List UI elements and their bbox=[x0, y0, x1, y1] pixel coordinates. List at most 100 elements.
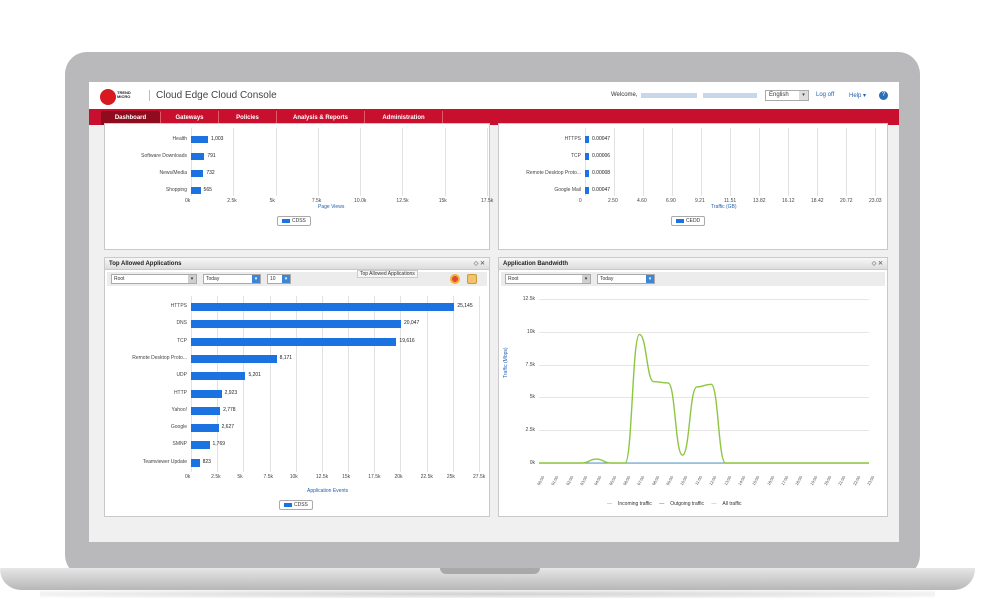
period-select[interactable]: Today ▾ bbox=[597, 274, 655, 284]
bar-value-label: 1,769 bbox=[212, 441, 226, 448]
gridline bbox=[875, 128, 876, 196]
legend-incoming[interactable]: Incoming traffic bbox=[618, 501, 652, 507]
x-tick-label: 17.5k bbox=[481, 198, 494, 204]
x-tick-label: 0 bbox=[579, 198, 582, 204]
gridline bbox=[317, 128, 319, 196]
legend-all-swatch: — bbox=[711, 501, 717, 507]
category-label: HTTPS bbox=[170, 303, 187, 309]
gridline bbox=[730, 128, 731, 196]
x-tick-label: 20.72 bbox=[840, 198, 853, 204]
panel-toolbar: Root ▾ Today ▾ 10 ▾ Top Allowed Application… bbox=[107, 270, 487, 286]
chart-legend[interactable]: CDSS bbox=[277, 216, 311, 226]
bar bbox=[191, 372, 246, 381]
x-tick-label: 0k bbox=[185, 474, 191, 480]
bar-chart-icon[interactable] bbox=[467, 274, 477, 284]
gridline bbox=[217, 296, 219, 472]
panel-toolbar: Root ▾ Today ▾ bbox=[501, 272, 885, 286]
laptop-notch bbox=[440, 568, 540, 574]
gridline bbox=[426, 296, 428, 472]
gridline bbox=[539, 430, 869, 432]
category-label: SMNP bbox=[172, 441, 187, 448]
panel-controls[interactable]: ◇ ✕ bbox=[473, 261, 485, 267]
help-menu[interactable]: Help ▾ bbox=[849, 93, 867, 99]
legend-label: CDSS bbox=[292, 218, 306, 224]
tab-dashboard[interactable]: Dashboard bbox=[101, 111, 161, 125]
language-value: English bbox=[769, 92, 789, 98]
tab-analysis-reports[interactable]: Analysis & Reports bbox=[277, 111, 365, 125]
count-select[interactable]: 10 ▾ bbox=[267, 274, 291, 284]
y-tick-label: 7.5k bbox=[525, 361, 535, 368]
bar-value-label: 0.00047 bbox=[592, 136, 611, 142]
chevron-down-icon: ▾ bbox=[188, 275, 196, 283]
chevron-down-icon: ▾ bbox=[646, 275, 654, 283]
y-tick-label: 2.5k bbox=[525, 427, 535, 434]
x-tick-label: 25k bbox=[446, 474, 455, 480]
screen: TREND MICRO Cloud Edge Cloud Console Wel… bbox=[89, 82, 899, 542]
tab-gateways[interactable]: Gateways bbox=[161, 111, 219, 125]
dashboard-content: Page Views CDSS 0k 2.5k 5k 7.5k 10.0k 12.5k 15… bbox=[89, 123, 899, 542]
top-categories-panel: Page Views CDSS 0k 2.5k 5k 7.5k 10.0k 12.5k 15… bbox=[104, 123, 494, 250]
gridline bbox=[400, 296, 402, 472]
gridline bbox=[348, 296, 350, 472]
x-tick-label: 11.51 bbox=[724, 198, 737, 204]
category-label: TCP bbox=[177, 337, 187, 344]
gridline bbox=[539, 331, 869, 333]
bar-value-label: 565 bbox=[203, 187, 212, 193]
x-tick-label: 4.60 bbox=[637, 198, 647, 204]
x-tick-label: 16.12 bbox=[782, 198, 795, 204]
help-icon[interactable]: ? bbox=[879, 91, 888, 100]
period-select[interactable]: Today ▾ bbox=[203, 274, 261, 284]
gridline bbox=[672, 128, 673, 196]
bar-value-label: 2,923 bbox=[224, 389, 238, 396]
x-tick-label: 2.5k bbox=[211, 474, 221, 480]
top-allowed-applications-panel: Top Allowed Applications ◇ ✕ Root ▾ Today… bbox=[104, 257, 490, 517]
legend-outgoing[interactable]: Outgoing traffic bbox=[670, 501, 705, 507]
legend-swatch bbox=[282, 218, 290, 223]
bar-value-label: 732 bbox=[206, 170, 215, 176]
chart-legend[interactable]: CDSS bbox=[279, 500, 313, 510]
x-tick-label: 10.0k bbox=[354, 198, 367, 204]
panel-controls[interactable]: ◇ ✕ bbox=[871, 261, 883, 267]
gridline bbox=[452, 296, 454, 472]
x-tick-label: 0k bbox=[185, 198, 191, 204]
laptop-shadow bbox=[40, 590, 935, 598]
category-label: Software Downloads bbox=[141, 153, 187, 159]
count-value: 10 bbox=[270, 276, 276, 282]
x-tick-label: 7.5k bbox=[311, 198, 322, 204]
legend-all[interactable]: All traffic bbox=[722, 501, 742, 507]
legend-swatch bbox=[676, 218, 684, 223]
legend-incoming-swatch: — bbox=[607, 501, 612, 507]
bar bbox=[191, 153, 205, 160]
y-tick-label: 5k bbox=[529, 394, 535, 401]
category-label: Shopping bbox=[165, 187, 187, 193]
x-tick-label: 13.82 bbox=[753, 198, 766, 204]
gridline bbox=[614, 128, 615, 196]
top-traffic-panel: Traffic (GB) CEDD 0 2.50 4.60 6.90 9.21 11.51… bbox=[498, 123, 888, 250]
bar bbox=[191, 441, 210, 450]
language-select[interactable]: English ▾ bbox=[765, 90, 809, 101]
gridline bbox=[191, 128, 192, 196]
filter-select[interactable]: Root ▾ bbox=[505, 274, 591, 284]
bar bbox=[191, 389, 222, 398]
x-tick-label: 15k bbox=[438, 198, 447, 204]
legend-label: CDSS bbox=[294, 502, 308, 508]
bar bbox=[585, 170, 589, 177]
category-label: Remote Desktop Proto... bbox=[132, 354, 187, 361]
filter-value: Root bbox=[508, 276, 519, 282]
chart-legend[interactable]: CEDD bbox=[671, 216, 706, 226]
x-axis-title: Application Events bbox=[307, 488, 349, 494]
x-tick-label: 7.5k bbox=[263, 474, 273, 480]
panel-title: Application Bandwidth bbox=[503, 261, 568, 267]
tab-administration[interactable]: Administration bbox=[365, 111, 443, 125]
gridline bbox=[643, 128, 644, 196]
bandwidth-svg bbox=[539, 333, 869, 464]
bar bbox=[191, 424, 219, 433]
filter-select[interactable]: Root ▾ bbox=[111, 274, 197, 284]
gridline bbox=[402, 128, 404, 196]
tab-policies[interactable]: Policies bbox=[219, 111, 277, 125]
pie-chart-icon[interactable] bbox=[450, 274, 460, 284]
category-label: HTTPS bbox=[564, 136, 581, 142]
bar-value-label: 5,201 bbox=[248, 372, 261, 379]
logoff-link[interactable]: Log off bbox=[816, 92, 835, 98]
gridline bbox=[788, 128, 789, 196]
